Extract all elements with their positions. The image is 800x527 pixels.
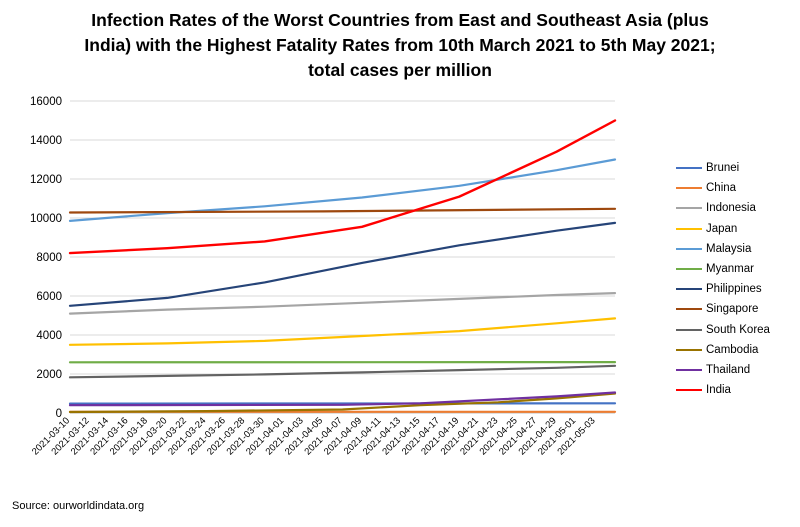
legend-item-south-korea: South Korea (676, 320, 796, 340)
legend-swatch (676, 247, 702, 250)
y-tick-label: 4000 (36, 330, 62, 342)
y-tick-label: 16000 (30, 96, 62, 108)
legend-swatch (676, 167, 702, 170)
y-tick-label: 10000 (30, 213, 62, 225)
legend-label: Indonesia (706, 202, 756, 215)
legend-label: Japan (706, 222, 738, 235)
legend-item-singapore: Singapore (676, 299, 796, 319)
y-tick-label: 2000 (36, 369, 62, 381)
series-line-cambodia (68, 392, 617, 414)
legend-swatch (676, 348, 702, 351)
legend-swatch (676, 308, 702, 311)
legend-item-brunei: Brunei (676, 158, 796, 178)
series-line-singapore (68, 207, 617, 214)
legend-swatch (676, 288, 702, 291)
series-line-philippines (68, 221, 617, 307)
chart-title-line-3: total cases per million (308, 60, 492, 80)
legend-item-philippines: Philippines (676, 279, 796, 299)
legend-item-thailand: Thailand (676, 360, 796, 380)
legend-label: Myanmar (706, 263, 754, 276)
legend-swatch (676, 328, 702, 331)
legend-swatch (676, 187, 702, 190)
series-line-thailand (68, 391, 617, 407)
series-line-india (68, 119, 617, 255)
y-tick-label: 0 (56, 408, 62, 420)
chart-title-line-1: Infection Rates of the Worst Countries f… (91, 10, 709, 30)
legend-item-china: China (676, 178, 796, 198)
legend-swatch (676, 268, 702, 271)
axes: 0200040006000800010000120001400016000202… (30, 96, 615, 457)
legend-item-myanmar: Myanmar (676, 259, 796, 279)
legend-item-india: India (676, 380, 796, 400)
legend-swatch (676, 227, 702, 230)
legend-swatch (676, 389, 702, 392)
legend: Brunei China Indonesia Japan Malaysia Myanmar… (676, 158, 796, 400)
source-note: Source: ourworldindata.org (12, 500, 145, 512)
legend-label: Malaysia (706, 242, 752, 255)
legend-swatch (676, 368, 702, 371)
legend-label: Thailand (706, 363, 751, 376)
legend-item-malaysia: Malaysia (676, 239, 796, 259)
legend-label: India (706, 384, 731, 397)
legend-label: Singapore (706, 303, 759, 316)
legend-label: Cambodia (706, 343, 759, 356)
chart-title-line-2: India) with the Highest Fatality Rates f… (84, 35, 716, 55)
series-lines (68, 119, 617, 414)
legend-item-japan: Japan (676, 219, 796, 239)
legend-label: South Korea (706, 323, 770, 336)
legend-item-cambodia: Cambodia (676, 340, 796, 360)
gridlines (70, 100, 615, 414)
chart-title: Infection Rates of the Worst Countries f… (40, 8, 760, 83)
legend-label: China (706, 182, 737, 195)
y-tick-label: 6000 (36, 291, 62, 303)
legend-swatch (676, 207, 702, 210)
legend-label: Philippines (706, 283, 762, 296)
y-tick-label: 14000 (30, 135, 62, 147)
legend-item-indonesia: Indonesia (676, 198, 796, 218)
series-line-japan (68, 317, 617, 346)
y-tick-label: 12000 (30, 174, 62, 186)
series-line-south-korea (68, 364, 617, 379)
y-tick-label: 8000 (36, 252, 62, 264)
series-line-indonesia (68, 292, 617, 315)
legend-label: Brunei (706, 162, 740, 175)
